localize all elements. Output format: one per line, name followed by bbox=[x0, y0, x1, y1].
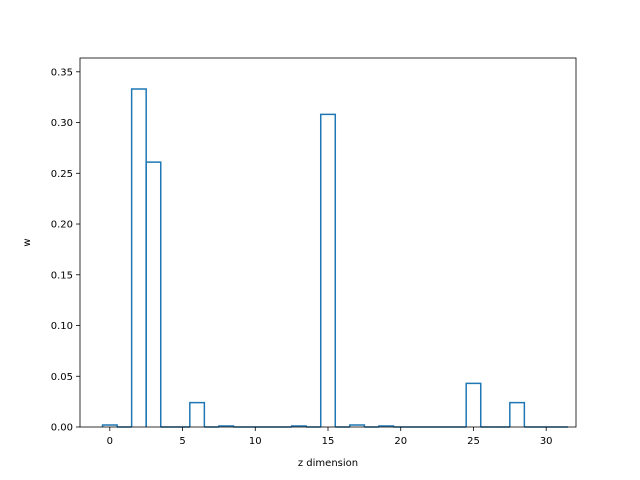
histogram-bar bbox=[319, 113, 337, 427]
y-tick-label: 0.00 bbox=[51, 423, 73, 434]
histogram-bar bbox=[509, 401, 526, 427]
y-tick-label: 0.15 bbox=[51, 270, 73, 281]
y-tick-label: 0.05 bbox=[51, 372, 73, 383]
histogram-bar bbox=[145, 161, 162, 427]
x-tick-label: 30 bbox=[540, 436, 553, 447]
x-tick-label: 15 bbox=[322, 436, 335, 447]
histogram-bar bbox=[101, 424, 118, 427]
x-tick-label: 10 bbox=[249, 436, 262, 447]
y-tick-label: 0.20 bbox=[51, 220, 73, 231]
histogram-bar bbox=[189, 401, 206, 427]
x-tick-label: 5 bbox=[179, 436, 185, 447]
y-tick-label: 0.30 bbox=[51, 118, 73, 129]
y-tick-label: 0.10 bbox=[51, 321, 73, 332]
x-tick-label: 25 bbox=[467, 436, 480, 447]
histogram-bar bbox=[349, 424, 366, 427]
x-axis-label: z dimension bbox=[298, 458, 358, 469]
x-tick-label: 0 bbox=[107, 436, 113, 447]
y-tick-label: 0.35 bbox=[51, 67, 73, 78]
x-tick-label: 20 bbox=[394, 436, 407, 447]
histogram-bar bbox=[465, 382, 482, 427]
y-axis-label: w bbox=[22, 238, 33, 246]
axes: 0 5 10 15 20 25 30 0.00 0.05 0.10 0.15 0.20 0.25 0.30… bbox=[51, 57, 577, 447]
y-tick-label: 0.25 bbox=[51, 169, 73, 180]
